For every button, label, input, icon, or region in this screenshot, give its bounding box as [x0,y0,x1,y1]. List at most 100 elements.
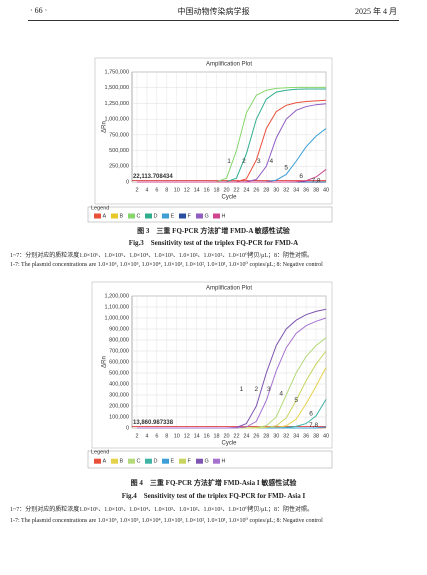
y-tick-label: 1,200,000 [105,293,129,299]
x-tick-label: 2 [135,187,138,193]
x-tick-label: 24 [243,187,249,193]
curve-label: 2 [242,158,246,165]
legend-label: A [103,213,107,219]
x-tick-label: 14 [194,433,200,439]
y-tick-label: 100,000 [109,414,129,420]
y-tick-label: 250,000 [109,164,129,170]
y-tick-label: 900,000 [109,326,129,332]
y-tick-label: 750,000 [109,132,129,138]
x-tick-label: 34 [293,187,299,193]
legend-label: B [120,213,124,219]
x-tick-label: 32 [283,433,289,439]
x-tick-label: 38 [313,187,319,193]
legend-title: Legend [91,449,109,455]
legend-swatch [179,213,186,219]
legend-swatch [111,213,118,219]
x-tick-label: 36 [303,433,309,439]
x-tick-label: 18 [214,433,220,439]
note-en: 1-7: The plasmid concentrations are 1.0×… [10,262,323,268]
legend-swatch [162,213,169,219]
x-tick-label: 8 [165,433,168,439]
x-tick-label: 16 [204,433,210,439]
x-tick-label: 26 [253,433,259,439]
curve-label: 6 [309,410,313,417]
legend-swatch [128,213,135,219]
x-tick-label: 18 [214,187,220,193]
legend-swatch [179,458,186,464]
legend-swatch [111,458,118,464]
journal-name: 中国动物传染病学报 [177,7,250,16]
x-tick-label: 6 [155,187,158,193]
x-tick-label: 30 [273,187,279,193]
x-tick-label: 16 [204,187,210,193]
note-en: 1-7: The plasmid concentrations are 1.0×… [10,518,323,524]
x-tick-label: 40 [323,187,329,193]
legend-swatch [145,213,152,219]
legend-box [87,206,333,223]
y-tick-label: 1,500,000 [105,85,129,91]
y-tick-label: 700,000 [109,348,129,354]
y-tick-label: 0 [126,425,129,431]
curve-label: 3 [257,158,261,165]
note-cn: 1~7：分别对应的质粒浓度1.0×10⁶、1.0×10⁵、1.0×10⁴、1.0… [10,253,314,259]
legend-swatch [145,458,152,464]
x-tick-label: 12 [184,433,190,439]
chart-title: Amplification Plot [206,62,252,68]
legend-label: F [188,213,192,219]
legend-title: Legend [91,205,109,211]
x-tick-label: 38 [313,433,319,439]
threshold-label: 22,113.708434 [133,174,173,180]
curve-label: 4 [269,158,273,165]
y-tick-label: 1,250,000 [105,101,129,107]
legend-label: E [171,213,175,219]
threshold-label: 13,860.987338 [133,420,174,426]
legend-label: B [120,459,124,465]
caption-cn: 图 4 三重 FQ-PCR 方法扩增 FMD-Asia I 敏感性试验 [130,479,297,487]
x-tick-label: 36 [303,187,309,193]
x-tick-label: 6 [155,433,158,439]
y-axis-label: ΔRn [102,121,108,133]
legend-label: H [222,213,226,219]
x-tick-label: 10 [174,187,180,193]
curve-label: 1 [227,158,231,165]
x-tick-label: 22 [233,187,239,193]
chart-title: Amplification Plot [206,286,252,292]
legend-swatch [196,213,203,219]
y-tick-label: 1,000,000 [105,315,129,321]
x-tick-label: 14 [194,187,200,193]
y-tick-label: 1,750,000 [105,69,129,75]
legend-label: A [103,459,107,465]
legend-swatch [213,213,220,219]
x-tick-label: 28 [263,187,269,193]
curve-label: 7,8 [309,422,318,429]
curve-label: 4 [279,391,283,398]
x-tick-label: 40 [323,433,329,439]
y-tick-label: 600,000 [109,359,129,365]
curve-label: 7,8 [312,177,321,184]
legend-label: C [137,213,141,219]
note-cn: 1~7：分别对应的质粒浓度1.0×10⁶、1.0×10⁵、1.0×10⁴、1.0… [10,507,314,513]
legend-swatch [94,213,101,219]
x-tick-label: 34 [293,433,299,439]
caption-en: Fig.3 Sensitivity test of the triplex FQ… [128,239,299,247]
y-tick-label: 400,000 [109,381,129,387]
legend-label: G [205,459,209,465]
plot-area [131,71,327,183]
amplification-curve [136,317,327,429]
page-number: · 66 · [30,6,48,15]
x-tick-label: 12 [184,187,190,193]
x-tick-label: 20 [223,433,229,439]
y-tick-label: 300,000 [109,392,129,398]
x-tick-label: 30 [273,433,279,439]
legend-label: D [154,213,158,219]
issue-date: 2025 年 4 月 [355,7,397,16]
x-tick-label: 2 [135,433,138,439]
legend-label: E [171,459,175,465]
x-axis-label: Cycle [221,195,237,201]
legend-swatch [196,458,203,464]
y-tick-label: 1,000,000 [105,117,129,123]
x-tick-label: 22 [233,433,239,439]
x-tick-label: 28 [263,433,269,439]
